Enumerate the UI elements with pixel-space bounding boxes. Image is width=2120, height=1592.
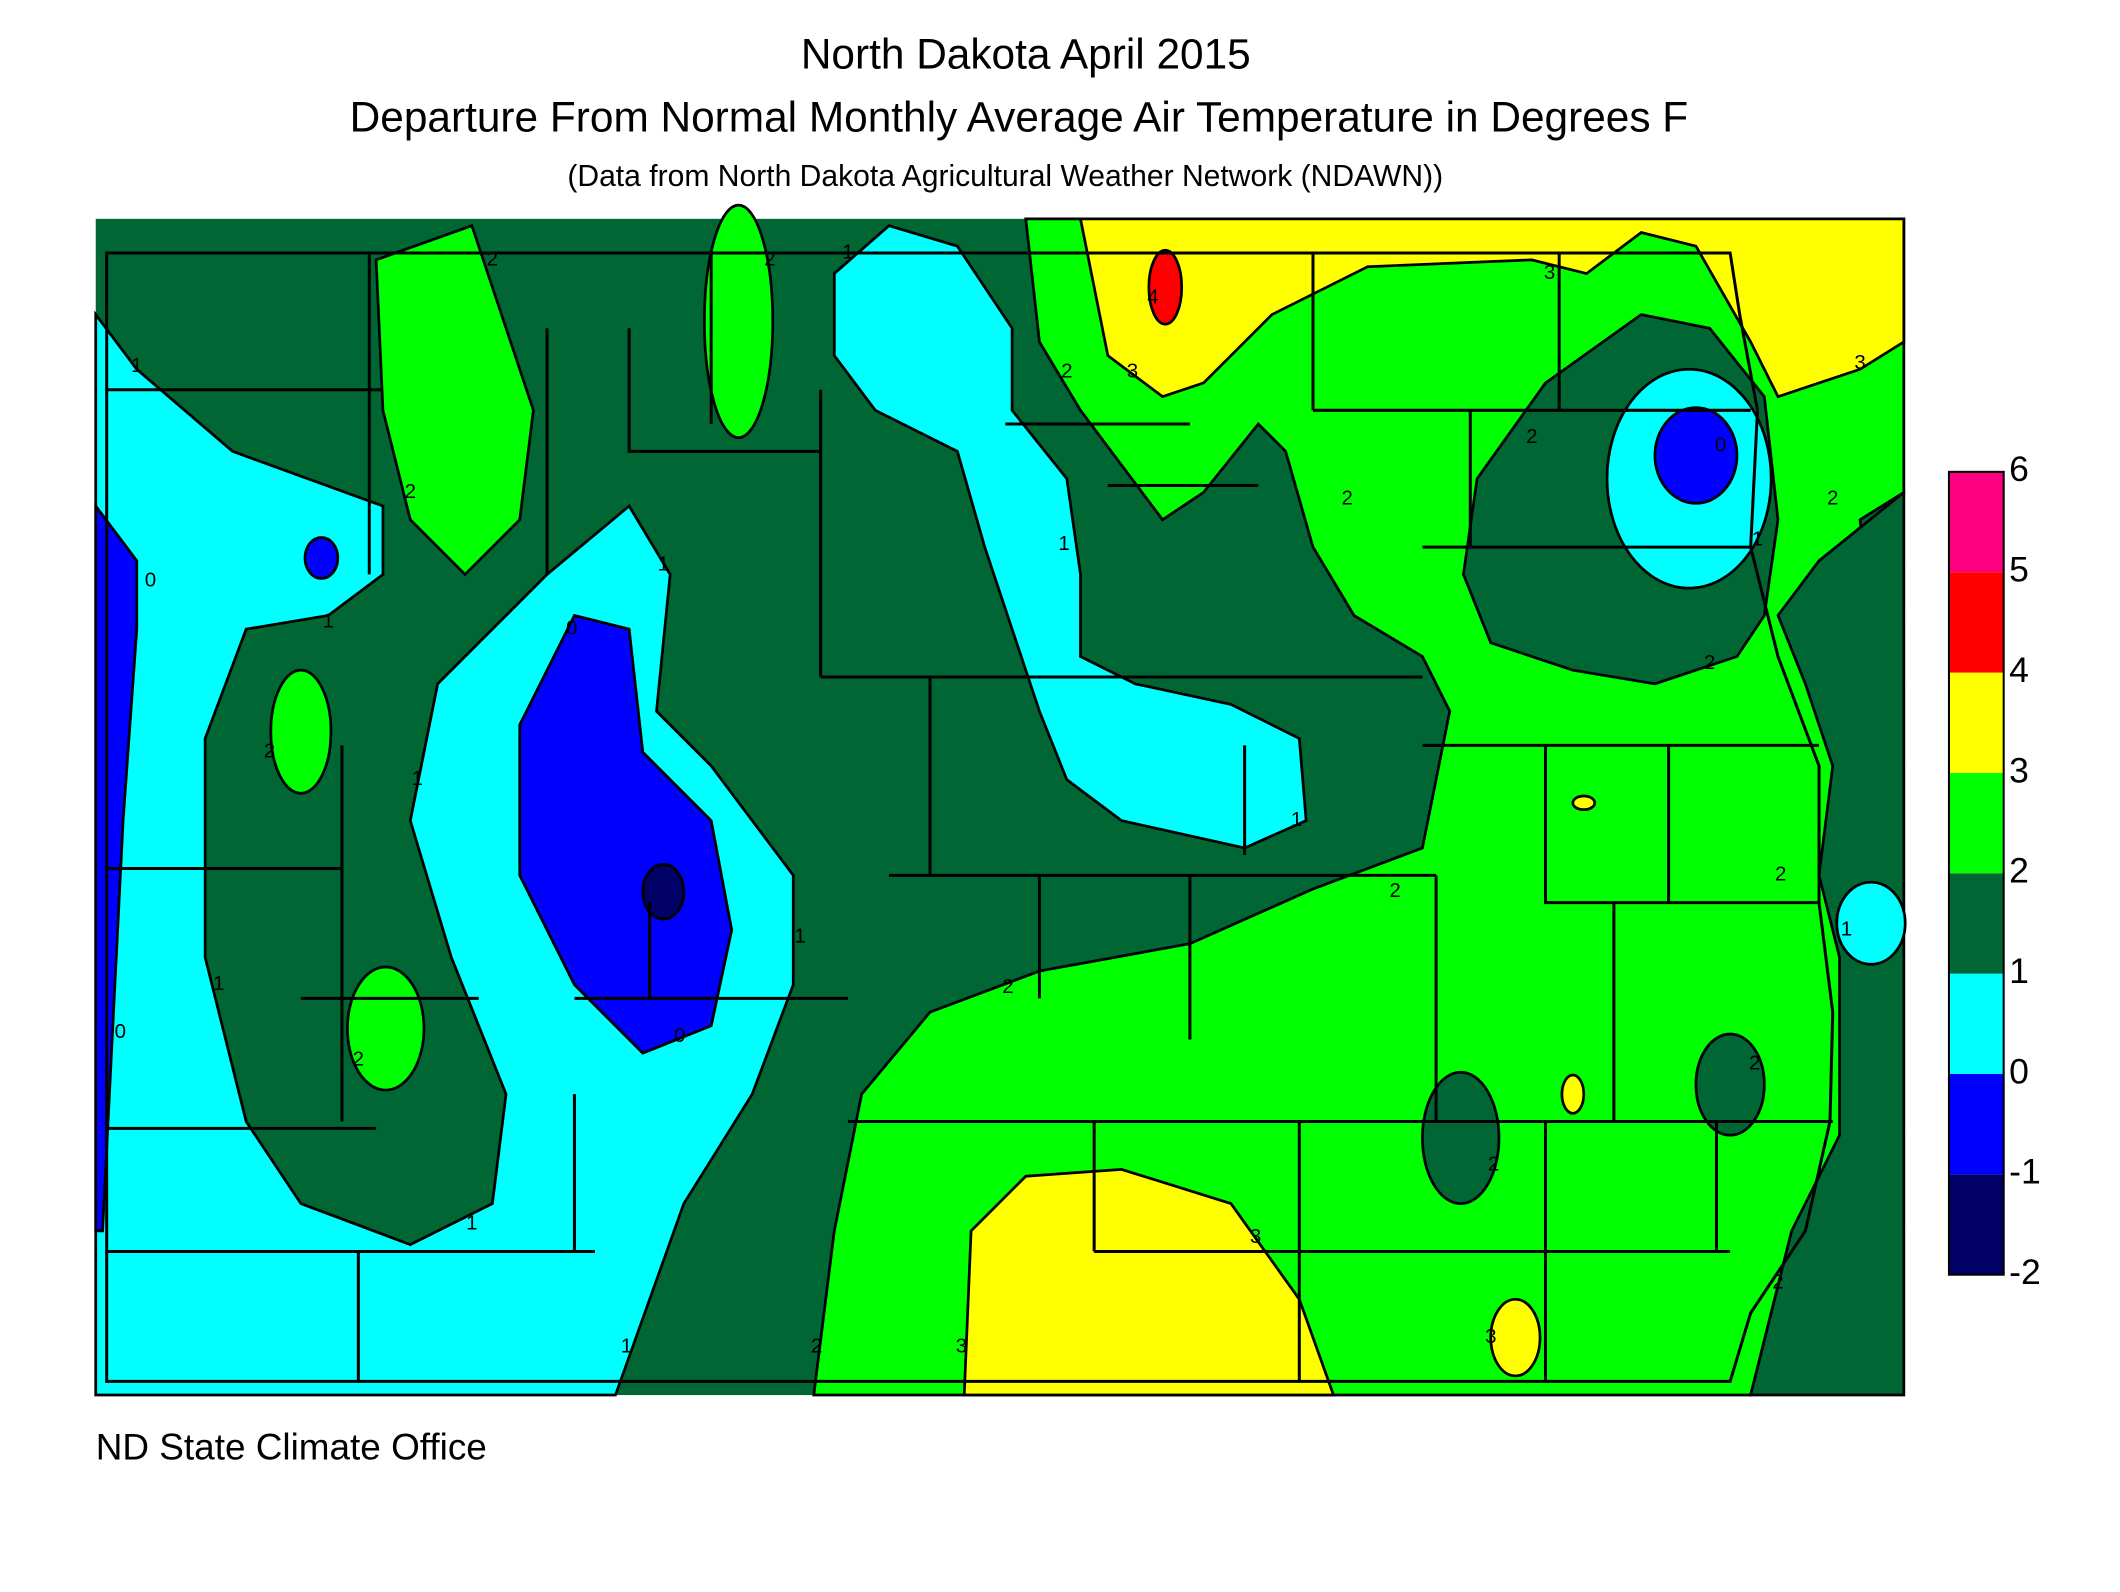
- contour-label: 1: [842, 240, 853, 263]
- contour-label: 1: [1752, 528, 1763, 551]
- contour-label: 1: [131, 354, 142, 377]
- legend-tick-label: 3: [2009, 750, 2029, 790]
- contour-label: 2: [1775, 863, 1786, 886]
- contour-label: 2: [764, 247, 775, 270]
- contour-label: 2: [1749, 1051, 1760, 1074]
- contour-label: 2: [1002, 975, 1013, 998]
- band-fill: [303, 536, 340, 580]
- contour-label: 2: [405, 480, 416, 503]
- legend-band: [1948, 672, 2004, 773]
- legend-tick-label: 5: [2009, 550, 2029, 590]
- legend-band: [1948, 1073, 2004, 1175]
- contour-label: 2: [1526, 425, 1537, 448]
- band-fill: [1560, 1073, 1586, 1115]
- contour-label: 2: [1488, 1153, 1499, 1176]
- contour-label: 3: [956, 1335, 967, 1358]
- band-fill: [1748, 489, 1906, 1397]
- title: North Dakota April 2015: [801, 31, 1251, 78]
- contour-label: 1: [466, 1212, 477, 1235]
- contour-label: 3: [1250, 1225, 1261, 1248]
- band-fill: [1835, 880, 1907, 966]
- contour-label: 2: [353, 1047, 364, 1070]
- band-fill: [269, 668, 333, 795]
- contour-label: 1: [1291, 808, 1302, 831]
- legend-band: [1948, 772, 2004, 874]
- contour-label: 2: [1389, 879, 1400, 902]
- map-root: North Dakota April 2015 Departure From N…: [94, 31, 2041, 1468]
- legend-band: [1948, 973, 2004, 1074]
- contour-label: 3: [1544, 261, 1555, 284]
- contour-label: 3: [1854, 351, 1865, 374]
- band-fill: [702, 203, 775, 440]
- contour-label: 2: [1704, 651, 1715, 674]
- band-fill: [1653, 406, 1739, 505]
- contour-label: 3: [1485, 1325, 1496, 1348]
- band-fill: [641, 863, 686, 921]
- contour-label: 0: [145, 569, 156, 592]
- contour-label: 3: [1127, 359, 1138, 382]
- legend-tick-label: 2: [2009, 851, 2029, 891]
- band-fill: [832, 224, 1308, 850]
- contour-labels: 1 2 2 1 2 3 4 3 3 2 0 2 1 2 1 2 0 1 1 0 2 1 1 2 2 2 1 1 1 2 0 2 0 2 2 1 3 3 2 1…: [115, 240, 1866, 1357]
- band-fill: [346, 965, 426, 1092]
- band-fill: [1694, 1032, 1766, 1137]
- legend-tick-label: 0: [2009, 1051, 2029, 1091]
- legend-tick-label: -1: [2009, 1152, 2041, 1192]
- contour-label: 2: [487, 247, 498, 270]
- source-note: (Data from North Dakota Agricultural Wea…: [567, 160, 1443, 193]
- contour-label: 1: [658, 552, 669, 575]
- band-fill: [94, 310, 795, 1397]
- band-fill: [1571, 794, 1597, 812]
- contour-label: 2: [811, 1335, 822, 1358]
- contour-label: 4: [1147, 286, 1158, 309]
- legend: -2 -1 0 1 2 3 4 5 6: [1947, 449, 2041, 1292]
- band-fill: [1421, 1070, 1501, 1205]
- legend-tick-label: -2: [2009, 1252, 2041, 1292]
- band-fill: [962, 1168, 1336, 1397]
- legend-band: [1948, 873, 2004, 974]
- contour-label: 1: [621, 1335, 632, 1358]
- contour-label: 2: [1341, 487, 1352, 510]
- contour-label: 0: [115, 1020, 126, 1043]
- contour-label: 1: [1841, 917, 1852, 940]
- legend-tick-label: 4: [2009, 650, 2029, 690]
- contour-label: 2: [264, 740, 275, 763]
- contour-label: 0: [674, 1024, 685, 1047]
- band-fill: [374, 223, 535, 577]
- legend-band: [1948, 572, 2004, 673]
- subtitle: Departure From Normal Monthly Average Ai…: [350, 94, 1689, 141]
- contour-label: 2: [1772, 1270, 1783, 1293]
- band-fill: [518, 613, 734, 1055]
- band-fill: [1489, 1297, 1542, 1378]
- contour-label: 1: [323, 610, 334, 633]
- footer: ND State Climate Office: [96, 1427, 487, 1468]
- contour-map: [94, 203, 1907, 1397]
- contour-label: 1: [213, 972, 224, 995]
- legend-band: [1948, 471, 2004, 573]
- legend-tick-label: 6: [2009, 449, 2029, 489]
- contour-label: 1: [1058, 532, 1069, 555]
- contour-label: 0: [1715, 433, 1726, 456]
- contour-label: 1: [794, 924, 805, 947]
- contour-label: 0: [566, 617, 577, 640]
- band-fill: [1147, 248, 1184, 326]
- legend-frame: [1947, 470, 2005, 1276]
- contour-label: 2: [1061, 359, 1072, 382]
- legend-tick-label: 1: [2009, 951, 2029, 991]
- legend-band: [1948, 1174, 2004, 1275]
- county-lines: [106, 253, 1833, 1382]
- contour-label: 1: [411, 767, 422, 790]
- contour-label: 2: [1827, 487, 1838, 510]
